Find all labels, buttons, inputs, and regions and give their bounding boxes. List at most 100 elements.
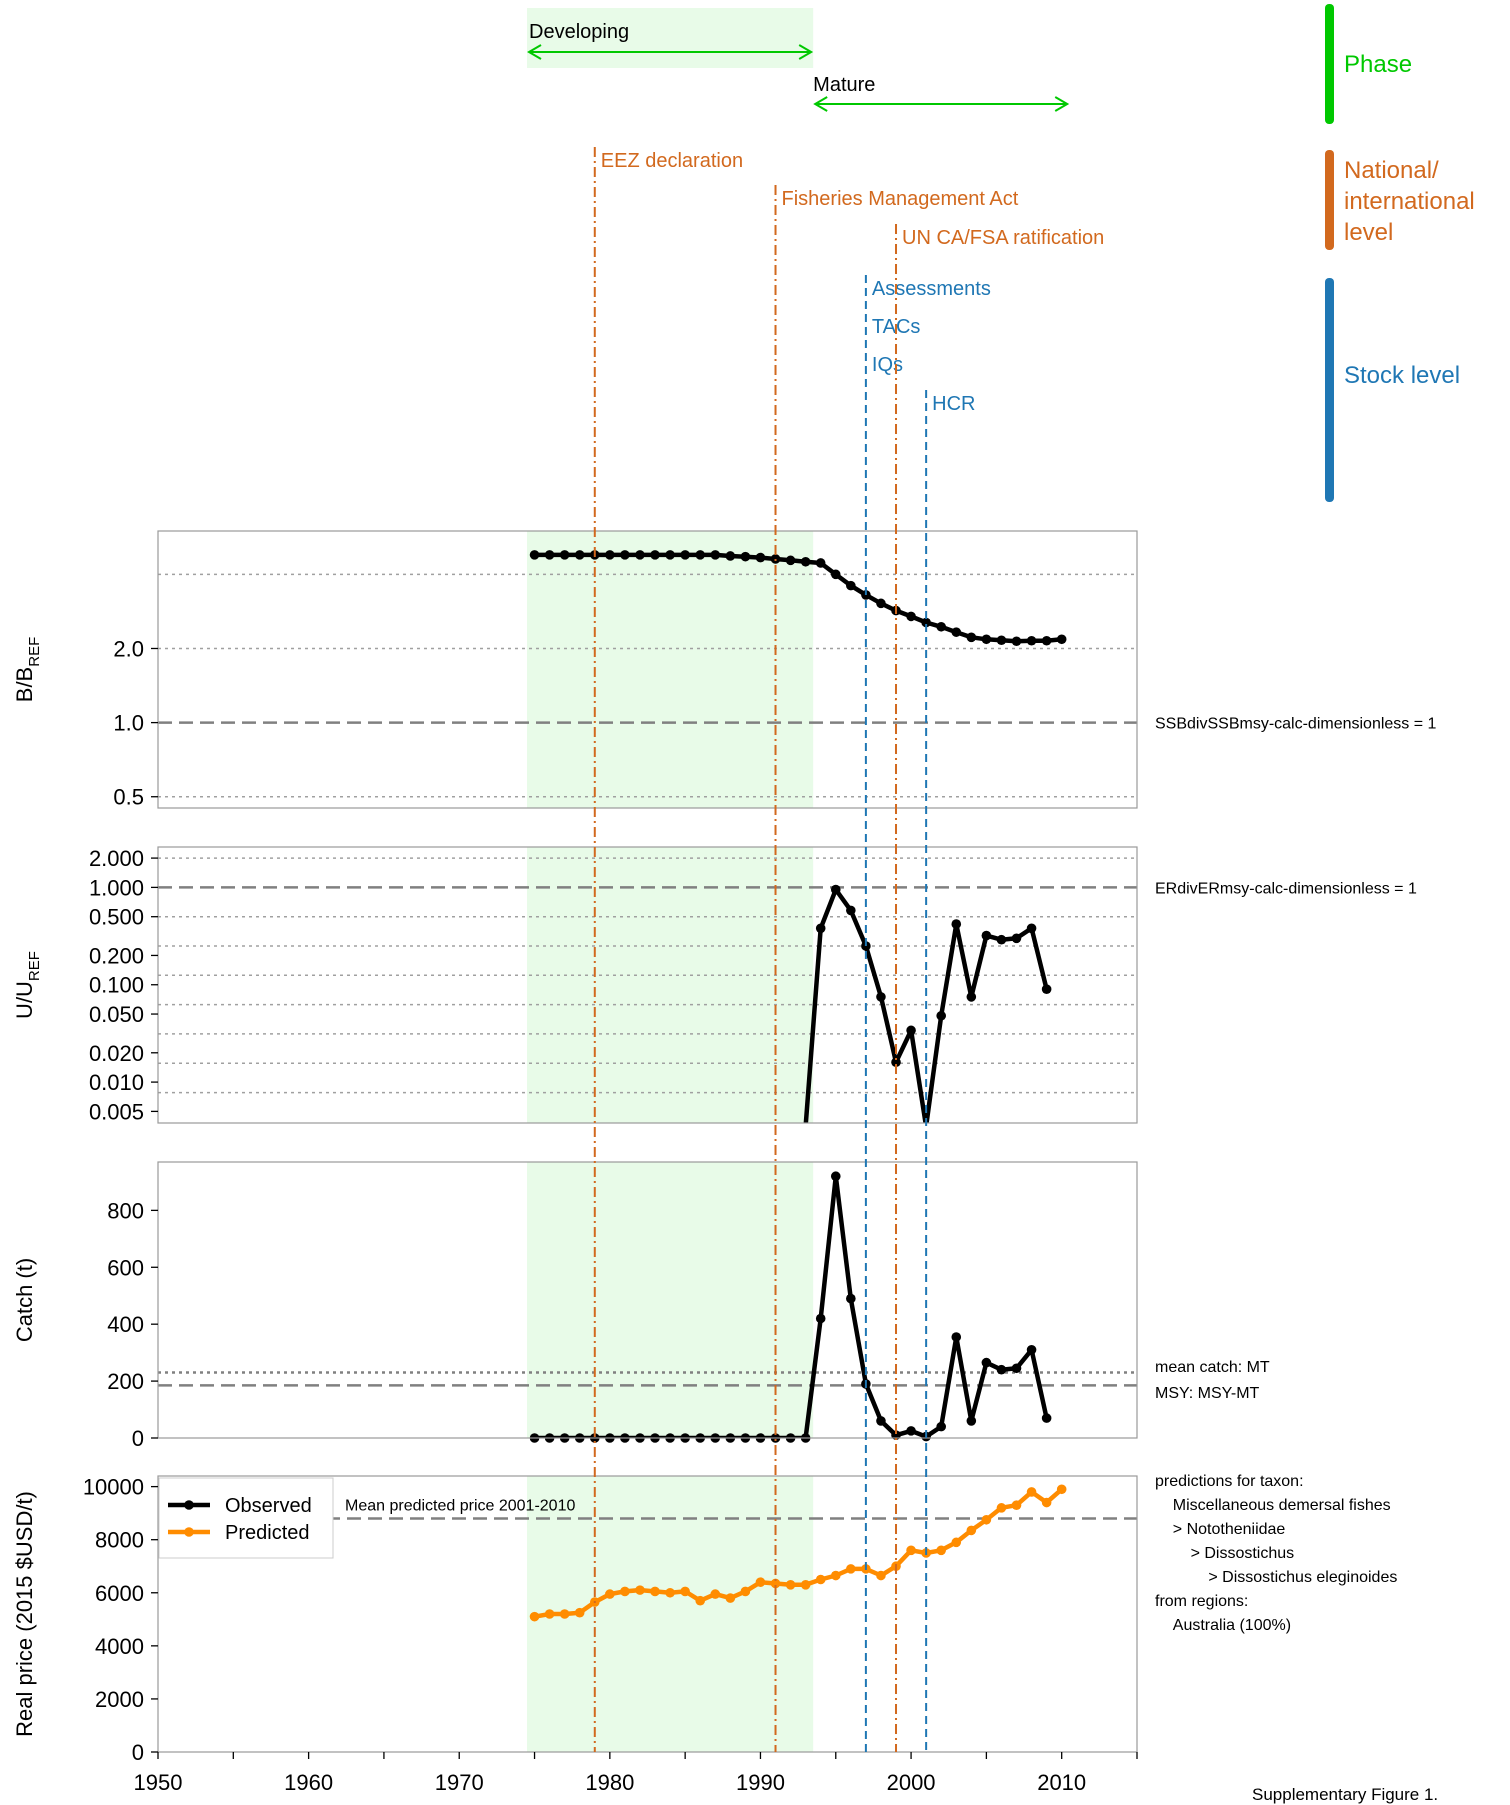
category-national-line: international: [1344, 188, 1475, 215]
legend-observed-marker: [184, 1500, 194, 1510]
y-tick-label: 0.200: [89, 943, 144, 968]
mature-arrow-head-right: [1054, 96, 1070, 112]
y-tick-label: 4000: [95, 1634, 144, 1659]
msy-label: MSY: MSY-MT: [1155, 1385, 1260, 1402]
y-tick-label: 0.005: [89, 1099, 144, 1124]
predicted-point: [529, 1611, 540, 1622]
panel-frame: [157, 1475, 1138, 1753]
event-label: IQs: [872, 354, 903, 376]
timeline-annotations: Developing Mature EEZ declaration Fisheri…: [527, 8, 1104, 415]
predicted-point: [695, 1595, 706, 1606]
predicted-point: [770, 1578, 781, 1589]
y-tick-label: 0.050: [89, 1002, 144, 1027]
observed-point: [981, 1357, 992, 1368]
event-labels: EEZ declaration Fisheries Management Act U…: [601, 150, 1105, 415]
panel-exploitation: ERdivERmsy-calc-dimensionless = 1 0.005 0.…: [12, 846, 1417, 1124]
observed-point: [755, 552, 766, 563]
taxon-note-line: > Nototheniidae: [1155, 1521, 1285, 1538]
y-axis-label-main: B/B: [12, 667, 37, 702]
observed-point: [921, 617, 931, 628]
observed-point: [800, 556, 811, 567]
predicted-point: [1026, 1487, 1037, 1497]
category-national-label: National/international level: [1344, 157, 1475, 246]
taxon-note-line: Australia (100%): [1155, 1617, 1291, 1634]
y-tick-label: 0.500: [89, 905, 144, 930]
mature-arrow-head-left: [813, 96, 828, 112]
predicted-point: [800, 1580, 811, 1590]
observed-point: [966, 992, 977, 1002]
observed-point: [680, 550, 690, 560]
taxon-note-line: predictions for taxon:: [1155, 1473, 1304, 1490]
predicted-point: [605, 1589, 615, 1599]
developing-phase-band: [527, 531, 814, 808]
y-tick-label: 0: [132, 1740, 144, 1765]
observed-point: [876, 598, 886, 609]
observed-point: [1041, 1413, 1052, 1423]
predicted-point: [981, 1514, 992, 1525]
y-tick-label: 2.0: [113, 636, 144, 661]
observed-point: [1041, 984, 1052, 994]
observed-point: [846, 905, 856, 916]
y-axis-label-main: Catch (t): [12, 1258, 37, 1342]
observed-point: [951, 627, 962, 637]
y-axis-label: B/BREF: [12, 637, 43, 702]
observed-point: [695, 550, 706, 560]
predicted-point: [755, 1577, 766, 1587]
y-tick-label: 8000: [95, 1528, 144, 1553]
predicted-point: [680, 1586, 690, 1597]
observed-point: [1026, 1344, 1037, 1355]
observed-point: [996, 635, 1007, 646]
observed-point: [815, 923, 826, 934]
taxon-note: predictions for taxon: Miscellaneous dem…: [1155, 1473, 1397, 1634]
observed-point: [740, 551, 751, 562]
developing-arrow-head-right: [798, 44, 814, 60]
observed-point: [710, 550, 721, 560]
x-tick-label: 2010: [1037, 1770, 1086, 1795]
observed-point: [1026, 923, 1037, 934]
observed-point: [529, 550, 540, 560]
y-tick-label: 2000: [95, 1687, 144, 1712]
observed-series-line: [803, 887, 1049, 1123]
observed-point: [846, 1293, 856, 1304]
panel-biomass: SSBdivSSBmsy-calc-dimensionless = 1 0.5 1.…: [12, 530, 1437, 810]
figure-caption: Supplementary Figure 1.: [1252, 1785, 1438, 1804]
reference-label: ERdivERmsy-calc-dimensionless = 1: [1155, 880, 1417, 897]
event-label: HCR: [932, 393, 975, 415]
category-phase-label: Phase: [1344, 51, 1412, 78]
observed-point: [605, 550, 615, 560]
observed-point: [1026, 635, 1037, 646]
observed-point: [906, 611, 916, 622]
y-tick-label: 200: [107, 1369, 144, 1394]
observed-point: [996, 1364, 1007, 1375]
predicted-point: [665, 1587, 675, 1598]
taxon-note-line: from regions:: [1155, 1593, 1248, 1610]
taxon-note-line: Miscellaneous demersal fishes: [1155, 1497, 1391, 1514]
observed-point: [981, 634, 992, 645]
predicted-point: [966, 1525, 977, 1536]
x-tick-label: 1970: [435, 1770, 484, 1795]
developing-arrow-head-left: [527, 44, 542, 60]
phase-bar: [1325, 4, 1334, 124]
developing-phase-band: [527, 847, 814, 1123]
y-tick-label: 600: [107, 1255, 144, 1280]
x-tick-label: 1960: [284, 1770, 333, 1795]
observed-point: [846, 580, 856, 591]
observed-point: [770, 554, 781, 564]
predicted-point: [635, 1585, 645, 1595]
predicted-point: [740, 1586, 751, 1597]
observed-point: [785, 555, 796, 566]
observed-point: [891, 1057, 901, 1068]
y-axis-label-subscript: REF: [26, 951, 43, 981]
mean-catch-label: mean catch: MT: [1155, 1359, 1270, 1376]
y-axis-label: Real price (2015 $USD/t): [12, 1491, 37, 1737]
predicted-point: [544, 1609, 555, 1619]
developing-phase-band: [527, 1162, 814, 1438]
observed-point: [951, 1332, 962, 1342]
observed-point: [830, 569, 841, 580]
predicted-point: [725, 1593, 736, 1603]
predicted-point: [785, 1580, 796, 1590]
observed-point: [906, 1426, 916, 1436]
predicted-point: [574, 1607, 585, 1618]
observed-point: [996, 934, 1007, 945]
y-tick-label: 800: [107, 1198, 144, 1223]
